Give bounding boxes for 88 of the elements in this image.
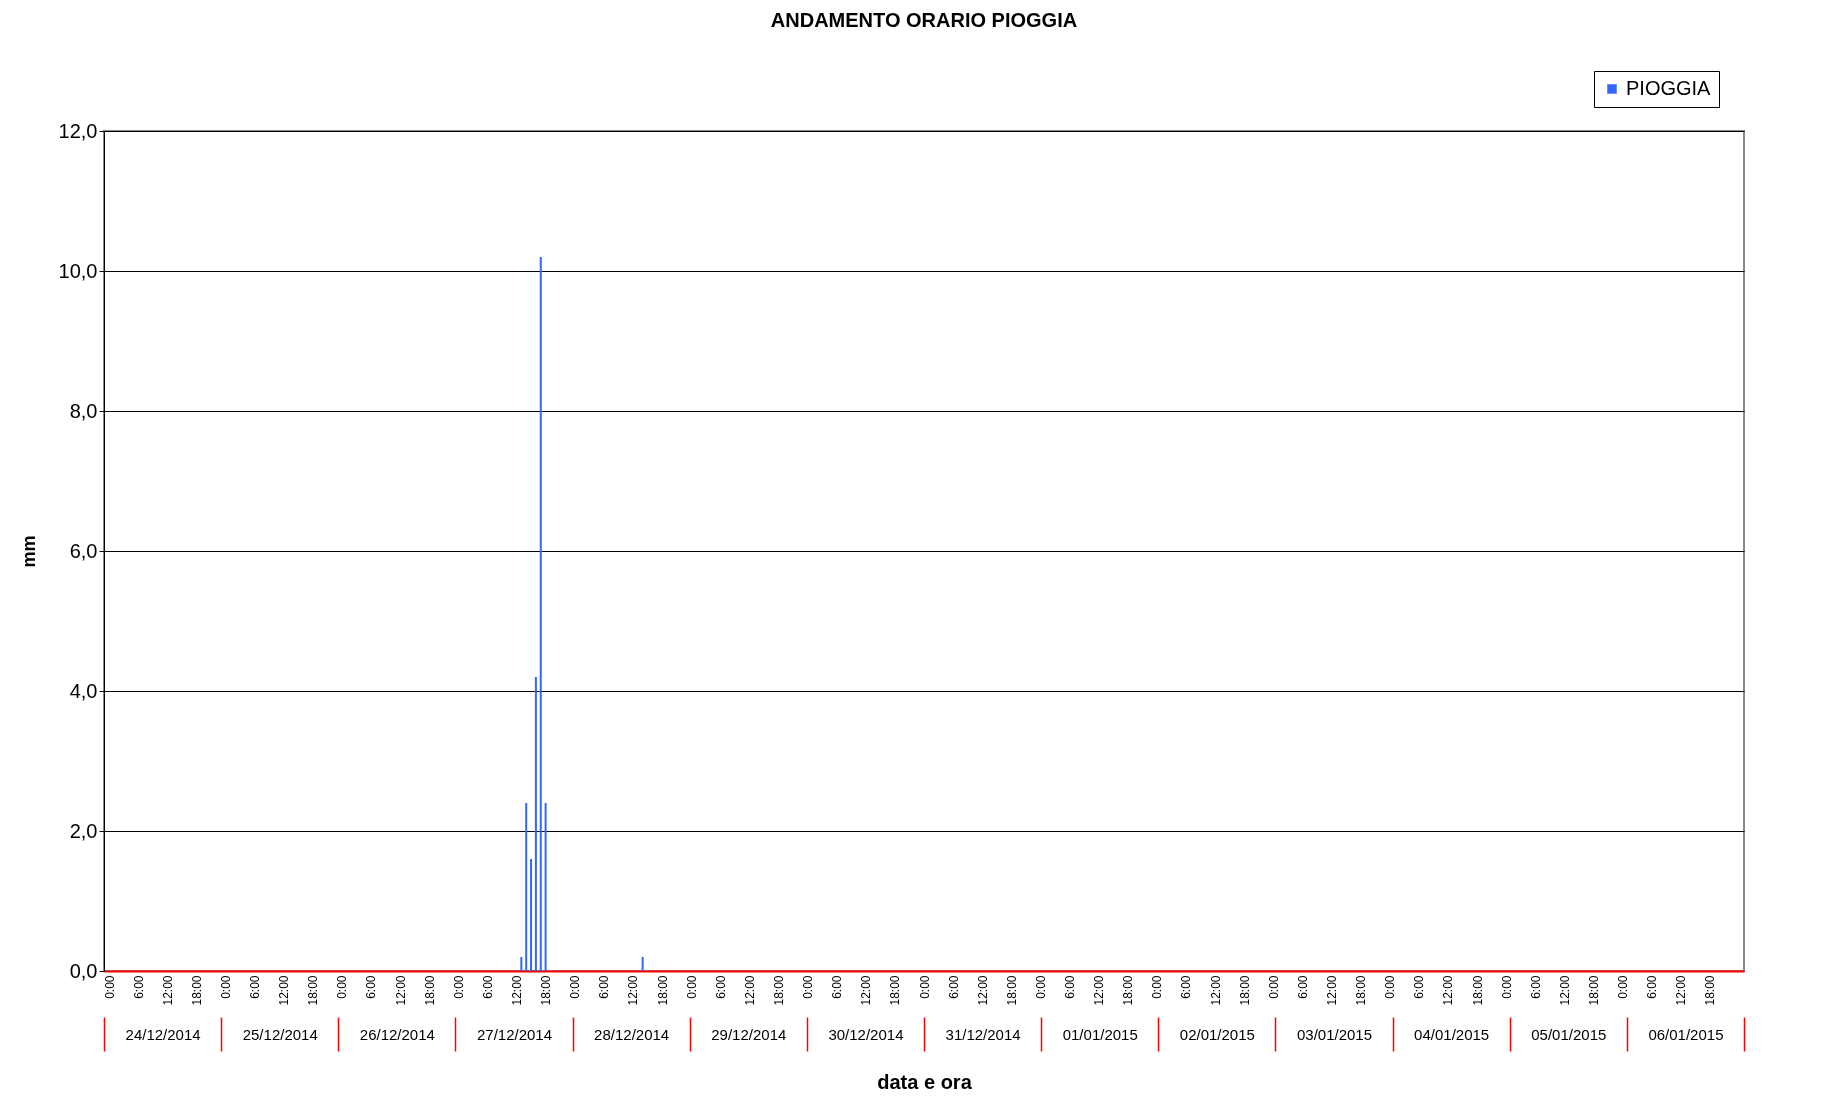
y-tick-label: 12,0 [58,119,98,142]
x2-tick-label: 31/12/2014 [945,1025,1021,1043]
x-tick-label: 12:00 [1092,975,1107,1006]
x-tick-label: 0:00 [568,975,583,999]
x-tick-label: 0:00 [102,975,117,999]
x-tick-label: 18:00 [888,975,903,1006]
bar [544,803,547,971]
x-axis-title: data e ora [877,1070,973,1093]
x-tick-label: 18:00 [422,975,437,1006]
x-tick-label: 6:00 [1645,975,1660,999]
x-tick-label: 0:00 [1499,975,1514,999]
x-tick-label: 6:00 [713,975,728,999]
x2-tick-label: 30/12/2014 [828,1025,904,1043]
y-tick-label: 4,0 [69,679,98,702]
x-tick-label: 6:00 [1295,975,1310,999]
x2-tick-label: 29/12/2014 [711,1025,787,1043]
x-tick-label: 18:00 [1470,975,1485,1006]
x-tick-label: 18:00 [189,975,204,1006]
bar [525,803,528,971]
bar [641,957,644,971]
x-tick-label: 18:00 [1703,975,1718,1006]
x-tick-label: 0:00 [1383,975,1398,999]
x-tick-label: 6:00 [1528,975,1543,999]
x-tick-label: 6:00 [597,975,612,999]
bar [520,957,523,971]
x-tick-label: 12:00 [859,975,874,1006]
x2-tick-label: 06/01/2015 [1648,1025,1724,1043]
x-tick-label: 12:00 [160,975,175,1006]
x-tick-label: 6:00 [1412,975,1427,999]
x-tick-label: 18:00 [1237,975,1252,1006]
x-tick-label: 12:00 [626,975,641,1006]
x-tick-label: 6:00 [1063,975,1078,999]
x-tick-label: 12:00 [1441,975,1456,1006]
x-tick-label: 0:00 [684,975,699,999]
x2-tick-label: 05/01/2015 [1531,1025,1607,1043]
x-tick-label: 6:00 [946,975,961,999]
x-tick-label: 0:00 [1616,975,1631,999]
x-tick-label: 12:00 [1674,975,1689,1006]
x2-tick-label: 27/12/2014 [476,1025,553,1043]
x-tick-label: 6:00 [830,975,845,999]
bar [530,859,533,971]
x2-tick-label: 02/01/2015 [1179,1025,1255,1043]
x-tick-label: 18:00 [1586,975,1601,1006]
y-tick-label: 2,0 [69,819,98,842]
x-tick-label: 6:00 [1179,975,1194,999]
x-tick-label: 0:00 [1033,975,1048,999]
x-tick-label: 12:00 [975,975,990,1006]
x2-tick-label: 28/12/2014 [594,1025,670,1043]
x-tick-label: 0:00 [335,975,350,999]
x2-tick-label: 04/01/2015 [1414,1025,1490,1043]
x-tick-label: 6:00 [248,975,263,999]
bar [539,257,542,971]
x-tick-label: 0:00 [218,975,233,999]
y-tick-label: 6,0 [69,539,98,562]
x-tick-label: 12:00 [1557,975,1572,1006]
x-tick-label: 12:00 [510,975,524,1006]
x-tick-label: 6:00 [131,975,146,999]
y-tick-label: 8,0 [69,399,98,422]
x-tick-label: 12:00 [742,975,757,1006]
x-tick-label: 18:00 [1354,975,1369,1006]
x-tick-label: 12:00 [393,975,408,1006]
x-tick-label: 18:00 [655,975,670,1006]
x-tick-label: 18:00 [771,975,786,1006]
y-axis-title: mm [18,535,39,568]
x-tick-label: 18:00 [306,975,321,1006]
x2-tick-label: 01/01/2015 [1062,1025,1138,1043]
x-tick-label: 0:00 [1266,975,1281,999]
x-tick-label: 6:00 [480,975,495,999]
x-tick-label: 18:00 [1004,975,1019,1006]
x-tick-label: 0:00 [1150,975,1165,999]
x-tick-label: 6:00 [364,975,379,999]
x-tick-label: 12:00 [1325,975,1339,1006]
x-tick-label: 12:00 [1208,975,1223,1006]
x2-tick-label: 26/12/2014 [359,1025,435,1043]
x-tick-label: 18:00 [1121,975,1136,1006]
y-tick-label: 0,0 [69,959,98,982]
x2-tick-label: 03/01/2015 [1296,1025,1373,1043]
x2-tick-label: 25/12/2014 [242,1025,318,1043]
x-tick-label: 18:00 [539,975,554,1006]
x-tick-label: 0:00 [451,975,466,999]
x-tick-label: 12:00 [277,975,292,1006]
x-tick-label: 0:00 [801,975,816,999]
y-tick-label: 10,0 [58,259,98,282]
bar [534,677,537,971]
x-tick-label: 0:00 [917,975,932,999]
legend-label: PIOGGIA [1626,77,1712,99]
x2-tick-label: 24/12/2014 [125,1025,201,1043]
chart-title: ANDAMENTO ORARIO PIOGGIA [770,8,1078,31]
